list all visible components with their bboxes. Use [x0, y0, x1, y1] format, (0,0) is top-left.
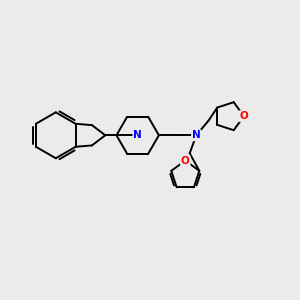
Text: O: O	[181, 156, 190, 166]
Text: O: O	[239, 111, 248, 121]
Text: N: N	[192, 130, 201, 140]
Text: N: N	[133, 130, 142, 140]
